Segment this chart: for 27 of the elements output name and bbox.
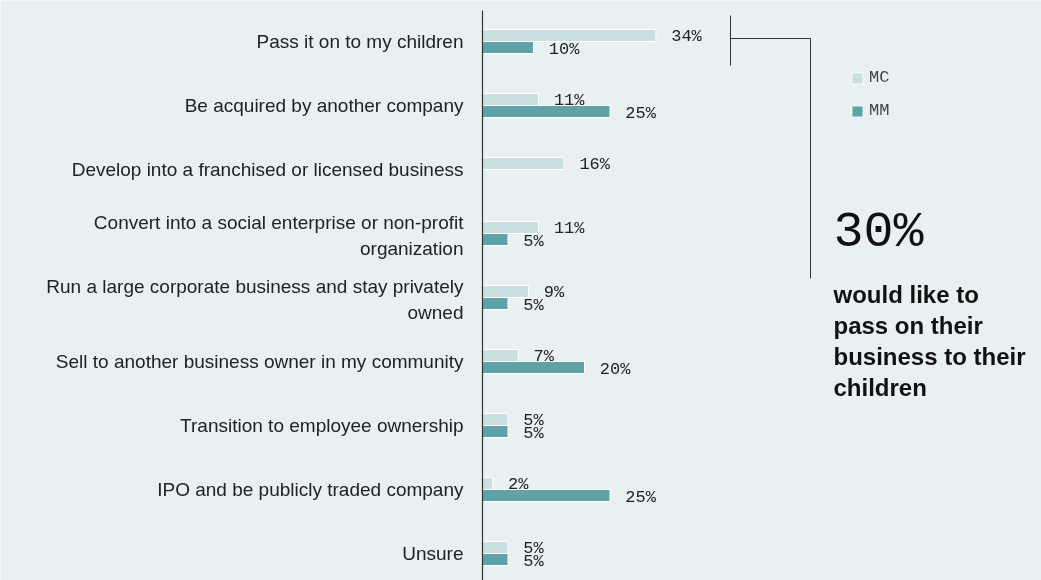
legend-label: MC bbox=[869, 68, 890, 87]
data-label: 10% bbox=[548, 40, 581, 59]
data-label: 20% bbox=[599, 360, 632, 379]
data-label: 5% bbox=[523, 296, 545, 315]
legend-label: MM bbox=[869, 101, 890, 120]
data-label: 16% bbox=[579, 155, 611, 174]
data-label: 11% bbox=[553, 91, 586, 110]
bar bbox=[482, 157, 565, 170]
y-tick-label: Sell to another business owner in my community bbox=[55, 351, 464, 372]
data-label: 34% bbox=[671, 27, 703, 46]
data-label: 11% bbox=[553, 219, 586, 238]
data-label: 25% bbox=[625, 104, 657, 123]
y-tick-label: Run a large corporate business and stay privately owned bbox=[46, 275, 464, 324]
y-tick-label: Develop into a franchised or licensed business bbox=[71, 159, 464, 180]
data-label: 25% bbox=[625, 488, 657, 507]
data-label: 5% bbox=[523, 232, 545, 251]
text: 30% bbox=[833, 204, 925, 261]
data-label: 9% bbox=[543, 283, 565, 302]
y-tick-label: Transition to employee ownership bbox=[180, 415, 464, 436]
y-tick-label: Unsure bbox=[402, 543, 464, 564]
data-label: 7% bbox=[533, 347, 555, 366]
text: would like to pass on their business to their children bbox=[832, 281, 1026, 401]
y-tick-label: Pass it on to my children bbox=[256, 31, 464, 52]
y-tick-label: Be acquired by another company bbox=[184, 95, 464, 116]
y-tick-label: Convert into a social enterprise or non-profit organization bbox=[93, 211, 465, 260]
data-label: 2% bbox=[508, 475, 530, 494]
y-tick-label: IPO and be publicly traded company bbox=[157, 479, 464, 500]
